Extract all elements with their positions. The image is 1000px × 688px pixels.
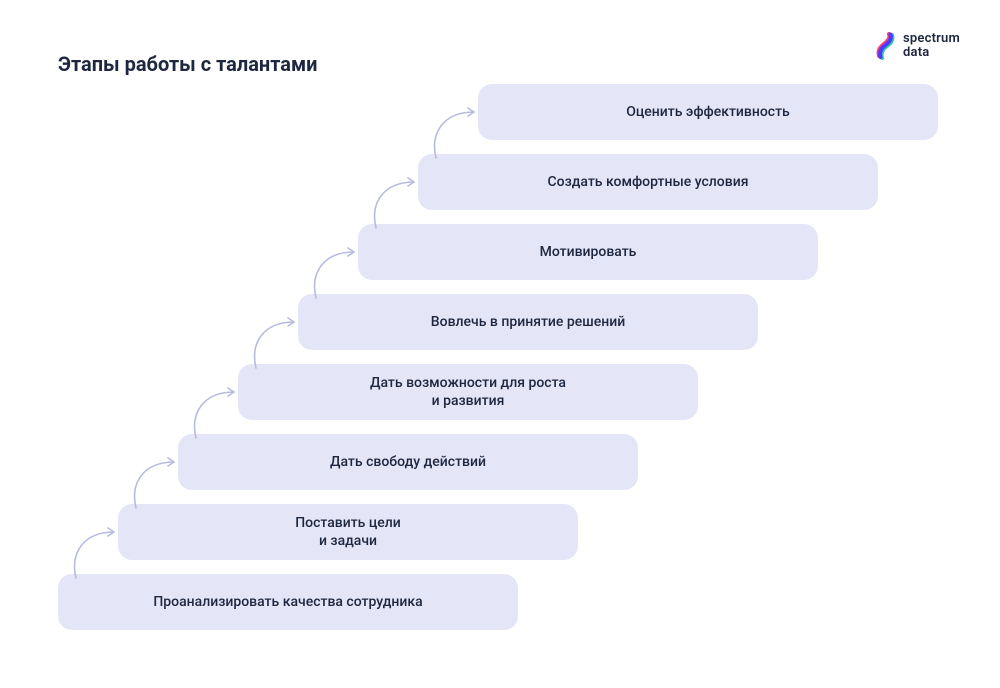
logo-line1: spectrum bbox=[903, 32, 960, 46]
step-label: Создать комфортные условия bbox=[548, 173, 749, 191]
step-8: Оценить эффективность bbox=[478, 84, 938, 140]
step-7: Создать комфортные условия bbox=[418, 154, 878, 210]
step-label: Проанализировать качества сотрудника bbox=[153, 593, 422, 611]
diagram-canvas: Этапы работы с талантами spectrum data П… bbox=[0, 0, 1000, 688]
step-label: Дать свободу действий bbox=[330, 453, 486, 471]
step-2: Поставить целии задачи bbox=[118, 504, 578, 560]
step-label: Оценить эффективность bbox=[626, 103, 790, 121]
step-1: Проанализировать качества сотрудника bbox=[58, 574, 518, 630]
step-label: Поставить целии задачи bbox=[295, 514, 401, 550]
step-4: Дать возможности для ростаи развития bbox=[238, 364, 698, 420]
step-3: Дать свободу действий bbox=[178, 434, 638, 490]
step-label: Мотивировать bbox=[540, 243, 637, 261]
logo-line2: data bbox=[903, 46, 960, 60]
step-6: Мотивировать bbox=[358, 224, 818, 280]
page-title: Этапы работы с талантами bbox=[58, 52, 317, 76]
logo-mark-icon bbox=[875, 32, 897, 60]
logo-text: spectrum data bbox=[903, 32, 960, 59]
logo: spectrum data bbox=[875, 32, 960, 60]
step-5: Вовлечь в принятие решений bbox=[298, 294, 758, 350]
step-label: Вовлечь в принятие решений bbox=[431, 313, 625, 331]
step-label: Дать возможности для ростаи развития bbox=[370, 374, 566, 410]
